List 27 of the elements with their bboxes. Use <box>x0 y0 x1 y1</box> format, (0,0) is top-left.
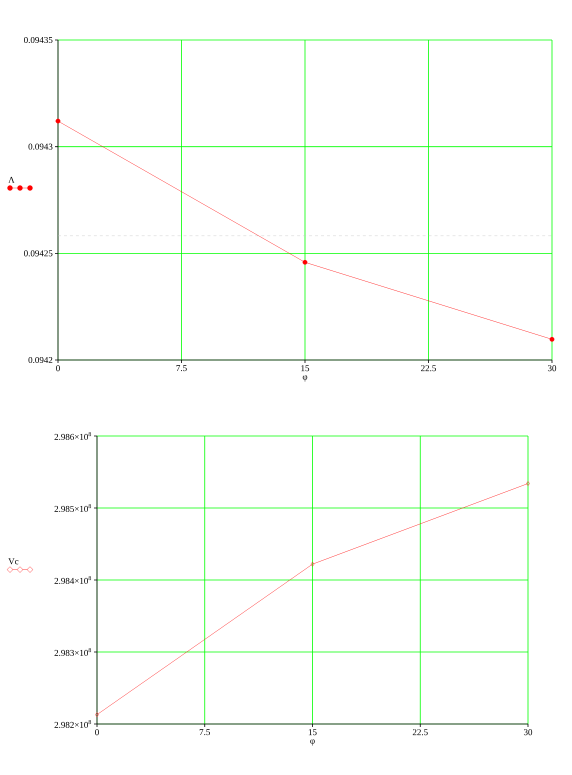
point <box>310 562 314 567</box>
x-tick-label: 0 <box>56 365 60 372</box>
y-tick-label: 2.984×10$^{8}$ <box>54 576 92 584</box>
x-tick-label: 7.5 <box>200 729 210 736</box>
y-tick-label: 2.985×10$^{8}$ <box>54 504 92 512</box>
y-tick-label: 2.982×10$^{8}$ <box>54 720 92 728</box>
y-tick-label: 0.0943 <box>28 144 52 150</box>
x-tick-label: 30 <box>548 365 556 372</box>
x-tick-label: 22.5 <box>412 729 428 736</box>
x-tick-label: 30 <box>524 729 532 736</box>
point <box>302 260 308 265</box>
point <box>56 118 60 124</box>
x-tick-label: 7.5 <box>176 365 187 372</box>
x-axis-title: φ <box>310 739 315 746</box>
y-tick-label: 0.09435 <box>24 36 52 44</box>
y-tick-label: 2.983×10$^{8}$ <box>54 648 92 656</box>
x-tick-label: 15 <box>301 365 310 372</box>
y-tick-label: 2.986×10$^{8}$ <box>54 432 92 440</box>
y-tick-label: 0.0942 <box>28 356 52 364</box>
x-axis-title: φ <box>302 375 308 382</box>
x-tick-label: 15 <box>308 729 317 736</box>
y-tick-label: 0.09425 <box>24 250 52 256</box>
text: Λ <box>8 176 15 183</box>
x-tick-label: 0 <box>95 729 99 736</box>
x-tick-label: 22.5 <box>421 365 436 372</box>
point <box>550 336 554 342</box>
text: Vc <box>8 558 18 564</box>
